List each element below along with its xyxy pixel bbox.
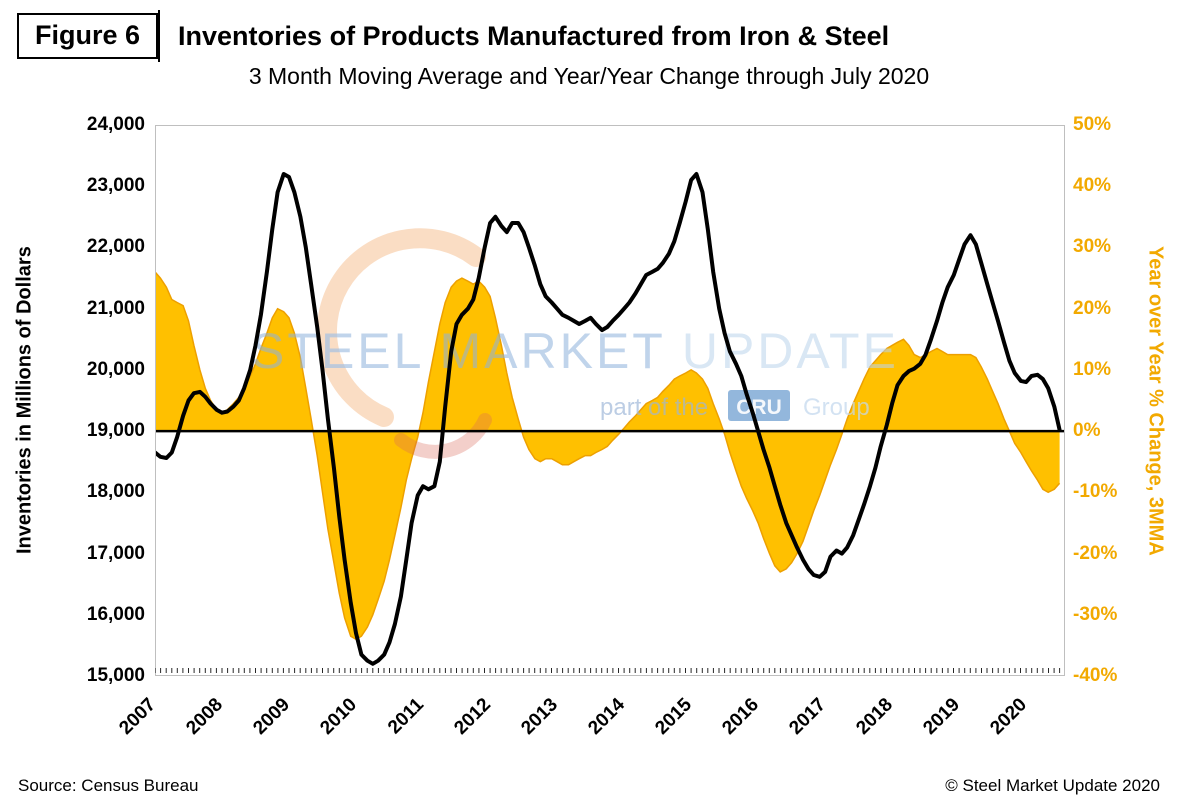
- watermark-group-text: Group: [803, 394, 870, 421]
- inventories-line: [155, 172, 1062, 666]
- x-axis-tick-label: 2019: [919, 694, 965, 739]
- watermark: STEEL MARKET UPDATE part of the CRU Group: [251, 228, 899, 459]
- left-axis-title: Inventories in Millions of Dollars: [13, 246, 36, 555]
- left-axis-tick-label: 23,000: [86, 175, 145, 197]
- right-axis-tick-label: 20%: [1073, 297, 1112, 319]
- right-axis-tick-label: 30%: [1073, 236, 1112, 258]
- watermark-cru-text: CRU: [736, 396, 782, 419]
- right-axis-tick-label: -30%: [1073, 603, 1118, 625]
- right-axis-title: Year over Year % Change, 3MMA: [1144, 245, 1167, 556]
- x-axis-tick-label: 2018: [852, 694, 898, 739]
- x-axis-tick-label: 2009: [249, 694, 295, 739]
- right-axis-tick-label: -20%: [1073, 542, 1118, 564]
- header: Figure 6 Inventories of Products Manufac…: [17, 10, 889, 62]
- x-axis-tick-label: 2015: [651, 694, 697, 739]
- right-axis-tick-label: 10%: [1073, 358, 1112, 380]
- right-axis-tick-label: 0%: [1073, 420, 1101, 442]
- left-axis-tick-label: 20,000: [86, 358, 145, 380]
- watermark-brand-text: STEEL MARKET UPDATE: [251, 323, 899, 379]
- left-axis-tick-label: 18,000: [86, 481, 145, 503]
- yoy-change-area: [155, 271, 1060, 640]
- chart-title: Inventories of Products Manufactured fro…: [178, 20, 890, 51]
- plot-border: [155, 125, 1065, 676]
- x-axis-tick-label: 2012: [450, 694, 496, 739]
- left-axis-tick-label: 24,000: [86, 114, 145, 135]
- plot-area: STEEL MARKET UPDATE part of the CRU Group: [155, 125, 1065, 676]
- left-axis-tick-label: 15,000: [86, 665, 145, 686]
- x-axis-tick-label: 2014: [584, 694, 630, 739]
- source-text: Source: Census Bureau: [18, 776, 199, 795]
- x-axis-tick-label: 2011: [384, 694, 429, 739]
- copyright-text: © Steel Market Update 2020: [945, 776, 1160, 795]
- right-axis-tick-label: 40%: [1073, 175, 1112, 197]
- x-axis-tick-label: 2007: [115, 694, 161, 739]
- left-axis-tick-label: 22,000: [86, 236, 145, 258]
- x-axis-tick-label: 2016: [718, 694, 764, 739]
- x-axis-tick-label: 2008: [182, 694, 228, 739]
- right-axis-tick-label: -40%: [1073, 665, 1118, 686]
- right-axis-tick-label: -10%: [1073, 481, 1118, 503]
- chart-subtitle: 3 Month Moving Average and Year/Year Cha…: [248, 63, 930, 89]
- watermark-swoosh-icon: [317, 228, 486, 427]
- yoy-change-area-edge: [155, 271, 1061, 641]
- watermark-part-of-text: part of the: [600, 394, 708, 421]
- right-axis-tick-label: 50%: [1073, 114, 1112, 135]
- left-axis-tick-label: 17,000: [86, 542, 145, 564]
- header-divider: [158, 10, 161, 62]
- x-axis-tick-label: 2013: [517, 694, 563, 739]
- figure-label-box: Figure 6: [17, 13, 159, 59]
- left-axis-tick-label: 19,000: [86, 420, 145, 442]
- left-axis-tick-label: 21,000: [86, 297, 145, 319]
- watermark-cru-badge: [728, 390, 790, 421]
- x-axis-tick-label: 2010: [316, 694, 362, 739]
- left-axis-tick-label: 16,000: [86, 603, 145, 625]
- x-axis-tick-label: 2017: [785, 694, 831, 739]
- x-axis-tick-label: 2020: [986, 694, 1032, 739]
- figure-label: Figure 6: [35, 20, 141, 51]
